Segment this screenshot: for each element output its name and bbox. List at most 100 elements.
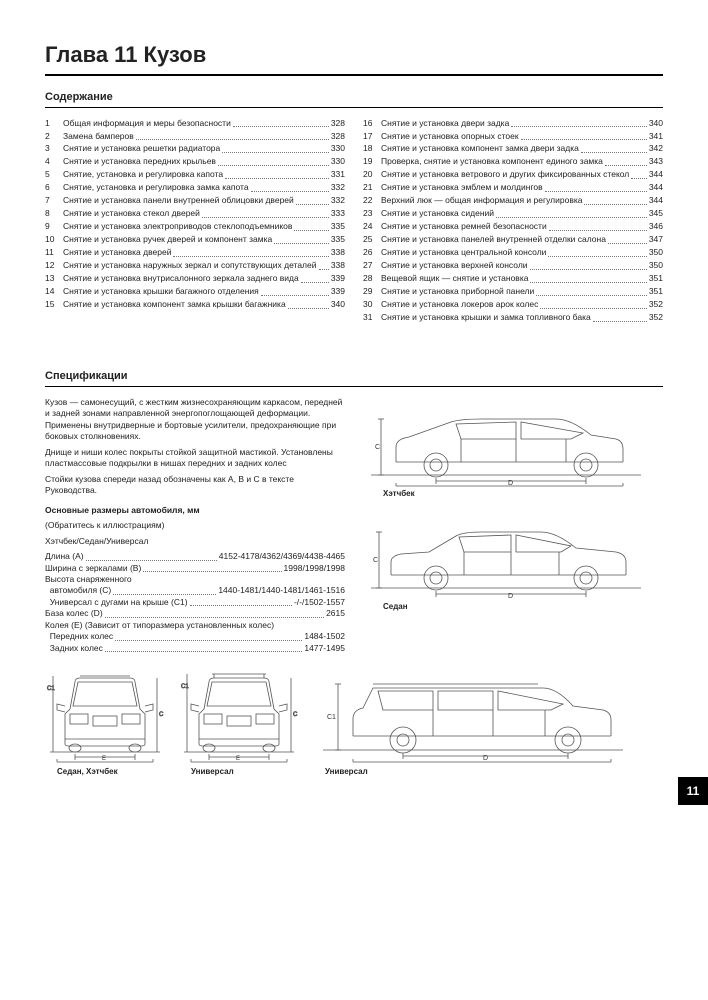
toc-page: 352	[649, 312, 663, 323]
toc-number: 11	[45, 247, 63, 258]
toc-text: Снятие и установка верхней консоли	[381, 260, 528, 271]
svg-text:C: C	[375, 444, 380, 451]
toc-row: 26Снятие и установка центральной консоли…	[363, 247, 663, 258]
dimensions-list: Длина (A)4152-4178/4362/4369/4438-4465Ши…	[45, 551, 345, 654]
toc-number: 28	[363, 273, 381, 284]
dimension-row: Высота снаряженного	[45, 574, 345, 585]
caption-front2: Универсал	[191, 767, 299, 778]
dim-value: 4152-4178/4362/4369/4438-4465	[219, 551, 345, 562]
dim-value: 1477-1495	[304, 643, 345, 654]
toc-dots	[584, 204, 646, 205]
toc-dots	[605, 165, 647, 166]
toc-text: Снятие и установка панели внутренней обл…	[63, 195, 294, 206]
toc-text: Верхний люк — общая информация и регулир…	[381, 195, 582, 206]
svg-text:D: D	[508, 593, 513, 600]
toc-dots	[173, 256, 328, 257]
dim-value: 1484-1502	[304, 631, 345, 642]
toc-page: 344	[649, 182, 663, 193]
dimension-row: Передних колес1484-1502	[45, 631, 345, 642]
svg-text:C1: C1	[327, 714, 336, 721]
toc-number: 17	[363, 131, 381, 142]
chapter-tab: 11	[678, 777, 708, 805]
toc-number: 27	[363, 260, 381, 271]
dim-value: 1998/1998/1998	[284, 563, 345, 574]
toc-row: 8Снятие и установка стекол дверей333	[45, 208, 345, 219]
toc-text: Снятие и установка ремней безопасности	[381, 221, 547, 232]
dimension-row: Универсал с дугами на крыше (C1)-/-/1502…	[45, 597, 345, 608]
toc-dots	[233, 126, 329, 127]
svg-text:D: D	[508, 480, 513, 487]
dim-dots	[86, 560, 217, 561]
dim-label: Ширина с зеркалами (B)	[45, 563, 141, 574]
dim-label: База колес (D)	[45, 608, 103, 619]
toc-dots	[225, 178, 329, 179]
toc-dots	[545, 191, 647, 192]
svg-text:C: C	[293, 712, 298, 718]
svg-text:C: C	[373, 557, 378, 564]
toc-page: 335	[331, 221, 345, 232]
spec-text-column: Кузов — самонесущий, с жестким жизнесохр…	[45, 397, 345, 654]
bottom-figures-row: C1 C E Седан, Хэтчбек C1	[45, 664, 663, 778]
toc-row: 18Снятие и установка компонент замка две…	[363, 143, 663, 154]
dimension-row: автомобиля (C)1440-1481/1440-1481/1461-1…	[45, 585, 345, 596]
dim-dots	[113, 594, 216, 595]
toc-dots	[294, 230, 328, 231]
toc-dots	[608, 243, 647, 244]
toc-row: 2Замена бамперов328	[45, 131, 345, 142]
spec-para: Стойки кузова спереди назад обозначены к…	[45, 474, 345, 497]
toc-dots	[549, 230, 647, 231]
toc-number: 19	[363, 156, 381, 167]
toc-heading: Содержание	[45, 90, 663, 108]
toc-row: 21Снятие и установка эмблем и молдингов3…	[363, 182, 663, 193]
toc-text: Снятие и установка наружных зеркал и соп…	[63, 260, 317, 271]
toc-row: 3Снятие и установка решетки радиатора330	[45, 143, 345, 154]
dim-dots	[115, 640, 302, 641]
toc-text: Вещевой ящик — снятие и установка	[381, 273, 528, 284]
toc-page: 330	[331, 143, 345, 154]
caption-hatch: Хэтчбек	[383, 489, 663, 500]
toc-text: Проверка, снятие и установка компонент е…	[381, 156, 603, 167]
toc-page: 351	[649, 273, 663, 284]
toc-number: 8	[45, 208, 63, 219]
toc-dots	[274, 243, 329, 244]
toc-text: Снятие, установка и регулировка замка ка…	[63, 182, 249, 193]
toc-row: 22Верхний люк — общая информация и регул…	[363, 195, 663, 206]
spec-section: Кузов — самонесущий, с жестким жизнесохр…	[45, 397, 663, 654]
toc-number: 20	[363, 169, 381, 180]
hatchback-svg: C D	[361, 397, 651, 487]
dim-value: 1440-1481/1440-1481/1461-1516	[218, 585, 345, 596]
toc-text: Снятие и установка решетки радиатора	[63, 143, 220, 154]
toc-dots	[218, 165, 329, 166]
chapter-title: Глава 11 Кузов	[45, 40, 663, 76]
toc-text: Снятие и установка компонент замка двери…	[381, 143, 579, 154]
dim-value: -/-/1502-1557	[294, 597, 345, 608]
toc-page: 343	[649, 156, 663, 167]
toc-row: 1Общая информация и меры безопасности328	[45, 118, 345, 129]
spec-para: Днище и ниши колес покрыты стойкой защит…	[45, 447, 345, 470]
toc-page: 350	[649, 247, 663, 258]
toc-text: Снятие и установка опорных стоек	[381, 131, 519, 142]
toc-text: Снятие и установка ветрового и других фи…	[381, 169, 629, 180]
dim-dots	[105, 617, 324, 618]
dim-dots	[190, 605, 292, 606]
toc-text: Снятие и установка локеров арок колес	[381, 299, 538, 310]
toc-dots	[202, 217, 329, 218]
toc-text: Снятие и установка внутрисалонного зерка…	[63, 273, 299, 284]
toc-row: 4Снятие и установка передних крыльев330	[45, 156, 345, 167]
toc-text: Снятие и установка ручек дверей и компон…	[63, 234, 272, 245]
toc-number: 13	[45, 273, 63, 284]
toc-row: 30Снятие и установка локеров арок колес3…	[363, 299, 663, 310]
toc-page: 351	[649, 286, 663, 297]
toc-text: Снятие и установка стекол дверей	[63, 208, 200, 219]
toc-page: 330	[331, 156, 345, 167]
car-figure-front2: C1 C E Универсал	[179, 664, 299, 778]
dim-label: Колея (E) (Зависит от типоразмера устано…	[45, 620, 274, 631]
toc-row: 13Снятие и установка внутрисалонного зер…	[45, 273, 345, 284]
toc-row: 24Снятие и установка ремней безопасности…	[363, 221, 663, 232]
toc-text: Общая информация и меры безопасности	[63, 118, 231, 129]
toc-text: Снятие и установка панелей внутренней от…	[381, 234, 606, 245]
car-figure-front1: C1 C E Седан, Хэтчбек	[45, 664, 165, 778]
toc-text: Снятие и установка электроприводов стекл…	[63, 221, 292, 232]
toc-page: 338	[331, 247, 345, 258]
toc-row: 12Снятие и установка наружных зеркал и с…	[45, 260, 345, 271]
